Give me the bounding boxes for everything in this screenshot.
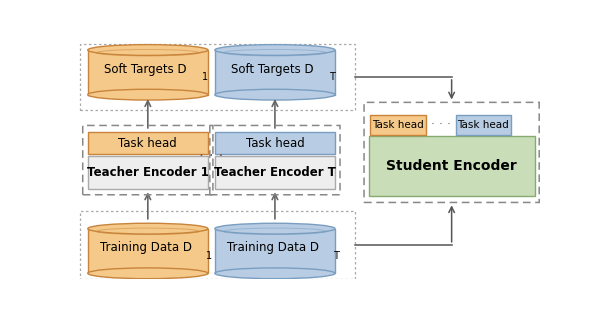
Text: Training Data D: Training Data D xyxy=(227,241,319,254)
Text: Task head: Task head xyxy=(118,137,177,150)
Text: Teacher Encoder T: Teacher Encoder T xyxy=(214,166,336,179)
FancyBboxPatch shape xyxy=(215,229,335,273)
Text: Task head: Task head xyxy=(372,120,424,130)
FancyBboxPatch shape xyxy=(88,50,208,95)
Text: Student Encoder: Student Encoder xyxy=(386,159,517,173)
Ellipse shape xyxy=(88,268,208,279)
Ellipse shape xyxy=(215,45,335,55)
Text: · · ·: · · · xyxy=(431,118,451,131)
Text: Soft Targets D: Soft Targets D xyxy=(231,63,314,76)
Text: Task head: Task head xyxy=(245,137,304,150)
Ellipse shape xyxy=(88,223,208,234)
FancyBboxPatch shape xyxy=(88,229,208,273)
FancyBboxPatch shape xyxy=(88,133,207,154)
Ellipse shape xyxy=(88,89,208,100)
Text: 1: 1 xyxy=(205,251,211,261)
FancyBboxPatch shape xyxy=(370,115,426,135)
Text: T: T xyxy=(333,251,339,261)
Ellipse shape xyxy=(88,45,208,55)
Ellipse shape xyxy=(215,268,335,279)
FancyBboxPatch shape xyxy=(368,136,534,196)
Text: · · ·: · · · xyxy=(199,149,224,164)
Text: 1: 1 xyxy=(202,72,208,82)
Ellipse shape xyxy=(215,223,335,234)
FancyBboxPatch shape xyxy=(88,156,207,189)
FancyBboxPatch shape xyxy=(215,50,335,95)
Text: Teacher Encoder 1: Teacher Encoder 1 xyxy=(87,166,208,179)
Text: Task head: Task head xyxy=(458,120,509,130)
Text: T: T xyxy=(329,72,335,82)
FancyBboxPatch shape xyxy=(215,133,335,154)
FancyBboxPatch shape xyxy=(215,156,335,189)
Ellipse shape xyxy=(215,89,335,100)
FancyBboxPatch shape xyxy=(456,115,511,135)
Text: Soft Targets D: Soft Targets D xyxy=(104,63,187,76)
Text: Training Data D: Training Data D xyxy=(99,241,191,254)
